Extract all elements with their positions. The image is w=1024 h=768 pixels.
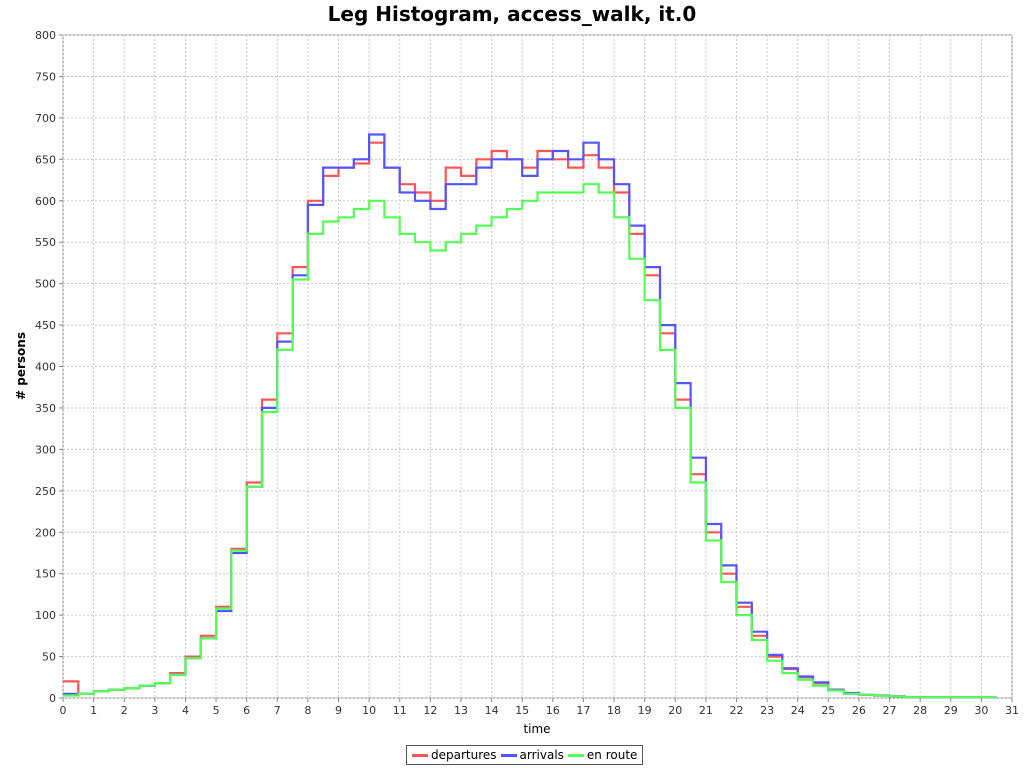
x-tick-label: 15 bbox=[515, 704, 529, 717]
y-tick-label: 350 bbox=[35, 402, 56, 415]
y-tick-label: 150 bbox=[35, 568, 56, 581]
legend-item: en route bbox=[567, 748, 638, 762]
plot-area bbox=[62, 34, 1013, 699]
x-tick-label: 12 bbox=[423, 704, 437, 717]
y-tick-label: 750 bbox=[35, 70, 56, 83]
x-tick-label: 0 bbox=[60, 704, 67, 717]
x-tick-label: 28 bbox=[913, 704, 927, 717]
y-tick-label: 250 bbox=[35, 485, 56, 498]
x-tick-label: 19 bbox=[638, 704, 652, 717]
x-tick-label: 5 bbox=[213, 704, 220, 717]
x-tick-label: 26 bbox=[852, 704, 866, 717]
y-tick-label: 550 bbox=[35, 236, 56, 249]
x-tick-label: 17 bbox=[576, 704, 590, 717]
y-tick-label: 0 bbox=[49, 692, 56, 705]
x-tick-label: 25 bbox=[821, 704, 835, 717]
y-tick-label: 100 bbox=[35, 609, 56, 622]
y-tick-label: 600 bbox=[35, 195, 56, 208]
x-tick-label: 22 bbox=[729, 704, 743, 717]
legend-label: departures bbox=[431, 748, 497, 762]
legend-swatch bbox=[567, 753, 584, 757]
y-tick-label: 450 bbox=[35, 319, 56, 332]
x-tick-label: 14 bbox=[485, 704, 499, 717]
x-tick-label: 13 bbox=[454, 704, 468, 717]
x-tick-label: 20 bbox=[668, 704, 682, 717]
x-tick-label: 4 bbox=[182, 704, 189, 717]
grid-lines bbox=[62, 34, 1013, 699]
legend-item: arrivals bbox=[500, 748, 564, 762]
y-tick-label: 400 bbox=[35, 361, 56, 374]
series-line-en-route bbox=[63, 183, 997, 699]
y-tick-label: 500 bbox=[35, 278, 56, 291]
axis-ticks: 0 1 2 3 4 5 6 7 8 9 10 11 12 13 14 15 16 17 18 19 20 21 22 23 24… bbox=[35, 29, 1019, 717]
legend-label: en route bbox=[586, 748, 638, 762]
x-tick-label: 10 bbox=[362, 704, 376, 717]
legend-swatch bbox=[412, 753, 428, 757]
x-tick-label: 21 bbox=[699, 704, 713, 717]
series-layer bbox=[63, 133, 997, 699]
y-tick-label: 650 bbox=[35, 153, 56, 166]
y-tick-label: 300 bbox=[35, 443, 56, 456]
x-tick-label: 29 bbox=[944, 704, 958, 717]
x-tick-label: 30 bbox=[974, 704, 988, 717]
x-tick-label: 1 bbox=[90, 704, 97, 717]
y-tick-label: 200 bbox=[35, 526, 56, 539]
x-tick-label: 2 bbox=[121, 704, 128, 717]
legend: departures arrivals en route bbox=[406, 745, 644, 765]
legend-item: departures bbox=[412, 748, 497, 762]
x-tick-label: 11 bbox=[393, 704, 407, 717]
x-tick-label: 9 bbox=[335, 704, 342, 717]
legend-swatch bbox=[500, 753, 517, 757]
x-axis-label: time bbox=[523, 722, 550, 736]
y-tick-label: 800 bbox=[35, 29, 56, 42]
x-tick-label: 31 bbox=[1005, 704, 1019, 717]
chart-title: Leg Histogram, access_walk, it.0 bbox=[327, 2, 697, 26]
x-tick-label: 8 bbox=[304, 704, 311, 717]
x-tick-label: 3 bbox=[151, 704, 158, 717]
x-tick-label: 6 bbox=[243, 704, 250, 717]
x-tick-label: 18 bbox=[607, 704, 621, 717]
x-tick-label: 16 bbox=[546, 704, 560, 717]
y-tick-label: 700 bbox=[35, 112, 56, 125]
x-tick-label: 7 bbox=[274, 704, 281, 717]
x-tick-label: 23 bbox=[760, 704, 774, 717]
y-tick-label: 50 bbox=[42, 651, 56, 664]
x-tick-label: 27 bbox=[883, 704, 897, 717]
x-tick-label: 24 bbox=[791, 704, 805, 717]
legend-label: arrivals bbox=[519, 748, 564, 762]
y-axis-label: # persons bbox=[14, 332, 28, 400]
